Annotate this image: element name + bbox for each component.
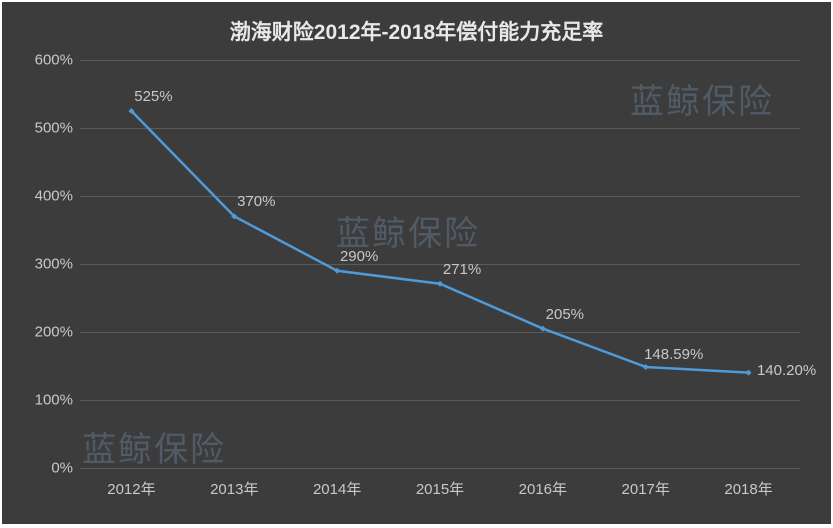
y-axis-tick-label: 300% — [13, 256, 73, 273]
gridline — [80, 468, 800, 469]
data-label: 205% — [546, 306, 584, 323]
x-axis-tick-label: 2012年 — [107, 478, 155, 499]
y-axis-tick-label: 0% — [13, 460, 73, 477]
data-label: 370% — [237, 193, 275, 210]
chart-container: 渤海财险2012年-2018年偿付能力充足率 0% 100% 200% 300% 400… — [2, 2, 831, 524]
x-axis-tick-label: 2016年 — [519, 478, 567, 499]
data-label: 140.20% — [757, 362, 816, 379]
plot-area: 525%370%290%271%205%148.59%140.20% — [80, 60, 800, 468]
y-axis-tick-label: 400% — [13, 188, 73, 205]
y-axis-tick-label: 500% — [13, 120, 73, 137]
data-label: 271% — [443, 261, 481, 278]
x-axis-tick-label: 2017年 — [622, 478, 670, 499]
data-marker — [746, 370, 752, 376]
data-label: 148.59% — [644, 346, 703, 363]
y-axis-tick-label: 600% — [13, 52, 73, 69]
data-label: 290% — [340, 248, 378, 265]
x-axis-tick-label: 2018年 — [724, 478, 772, 499]
chart-title: 渤海财险2012年-2018年偿付能力充足率 — [2, 16, 831, 46]
x-axis-tick-label: 2014年 — [313, 478, 361, 499]
y-axis-tick-label: 100% — [13, 392, 73, 409]
x-axis-tick-label: 2015年 — [416, 478, 464, 499]
x-axis-tick-label: 2013年 — [210, 478, 258, 499]
y-axis-tick-label: 200% — [13, 324, 73, 341]
line-series — [80, 60, 800, 468]
data-label: 525% — [134, 88, 172, 105]
